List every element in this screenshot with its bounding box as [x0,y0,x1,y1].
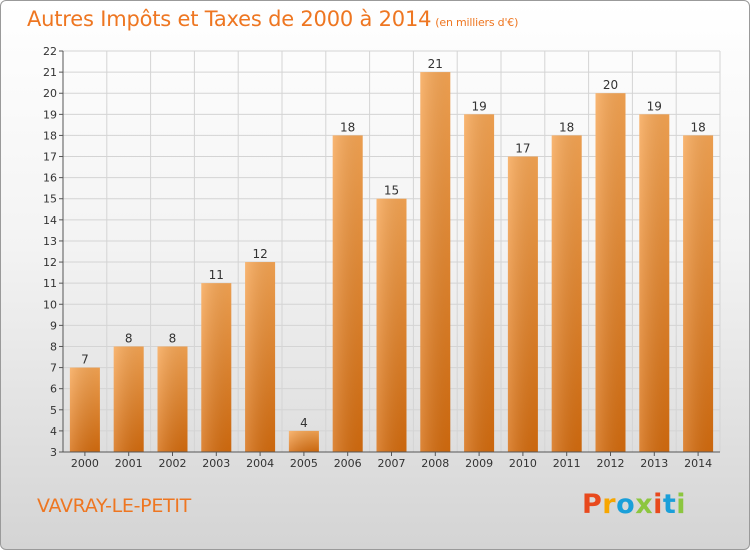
data-label: 4 [300,416,308,430]
axis-layer: 3 4 5 6 7 8 9 10 11 12 13 14 15 16 17 18 19 20 21 22 2000 200… [43,45,720,470]
y-tick-label: 6 [50,383,57,396]
chart-subtitle: (en milliers d'€) [435,16,519,29]
x-tick-label: 2008 [421,457,449,470]
x-tick-label: 2014 [684,457,712,470]
data-label: 18 [559,120,574,134]
bar-shade [639,114,670,452]
y-tick-label: 19 [43,108,57,121]
y-tick-label: 10 [43,298,57,311]
bar-shade [507,156,538,453]
x-tick-label: 2010 [509,457,537,470]
data-label: 19 [647,99,662,113]
commune-name: VAVRAY-LE-PETIT [37,495,191,517]
bar-shade [245,262,276,452]
x-tick-label: 2004 [246,457,274,470]
x-tick-label: 2012 [597,457,625,470]
bar-shade [420,72,451,453]
y-tick-label: 17 [43,151,57,164]
y-tick-label: 15 [43,193,57,206]
data-label: 8 [169,331,177,345]
bar-shade [376,198,407,452]
chart-title-text: Autres Impôts et Taxes de 2000 à 2014 [27,7,432,31]
data-label: 19 [471,99,486,113]
data-label: 15 [384,184,399,198]
data-label: 18 [690,120,705,134]
bars-layer: 7 8 8 11 12 4 18 15 21 19 17 18 20 19 18 [69,57,714,453]
y-tick-label: 21 [43,66,57,79]
bar-shade [113,346,144,452]
data-label: 20 [603,78,618,92]
y-tick-label: 11 [43,277,57,290]
y-tick-label: 20 [43,87,57,100]
y-tick-label: 3 [50,446,57,459]
data-label: 11 [209,268,224,282]
x-tick-label: 2005 [290,457,318,470]
y-tick-label: 4 [50,425,57,438]
y-tick-label: 12 [43,256,57,269]
y-tick-label: 7 [50,362,57,375]
bar-shade [551,135,582,452]
bar-shade [683,135,714,452]
x-tick-label: 2013 [640,457,668,470]
bar-shade [69,367,100,452]
x-tick-label: 2007 [378,457,406,470]
x-tick-label: 2009 [465,457,493,470]
x-tick-label: 2002 [159,457,187,470]
bar-shade [332,135,363,452]
y-tick-label: 16 [43,172,57,185]
data-label: 12 [252,247,267,261]
x-tick-label: 2011 [553,457,581,470]
y-tick-label: 8 [50,340,57,353]
x-tick-label: 2000 [71,457,99,470]
bar-shade [201,283,232,452]
y-tick-label: 5 [50,404,57,417]
data-label: 21 [428,57,443,71]
y-tick-label: 18 [43,129,57,142]
chart-title: Autres Impôts et Taxes de 2000 à 2014 (en… [27,7,518,31]
bar-shade [464,114,495,452]
proxiti-logo: Proxiti [582,489,687,520]
bar-shade [288,430,319,452]
bar-shade [157,346,188,452]
y-tick-label: 14 [43,214,57,227]
x-tick-label: 2001 [115,457,143,470]
y-tick-label: 22 [43,45,57,58]
data-label: 7 [81,353,89,367]
y-tick-label: 13 [43,235,57,248]
x-tick-label: 2006 [334,457,362,470]
data-label: 8 [125,331,133,345]
x-tick-label: 2003 [202,457,230,470]
data-label: 18 [340,120,355,134]
bar-shade [595,93,626,453]
y-tick-label: 9 [50,319,57,332]
data-label: 17 [515,142,530,156]
